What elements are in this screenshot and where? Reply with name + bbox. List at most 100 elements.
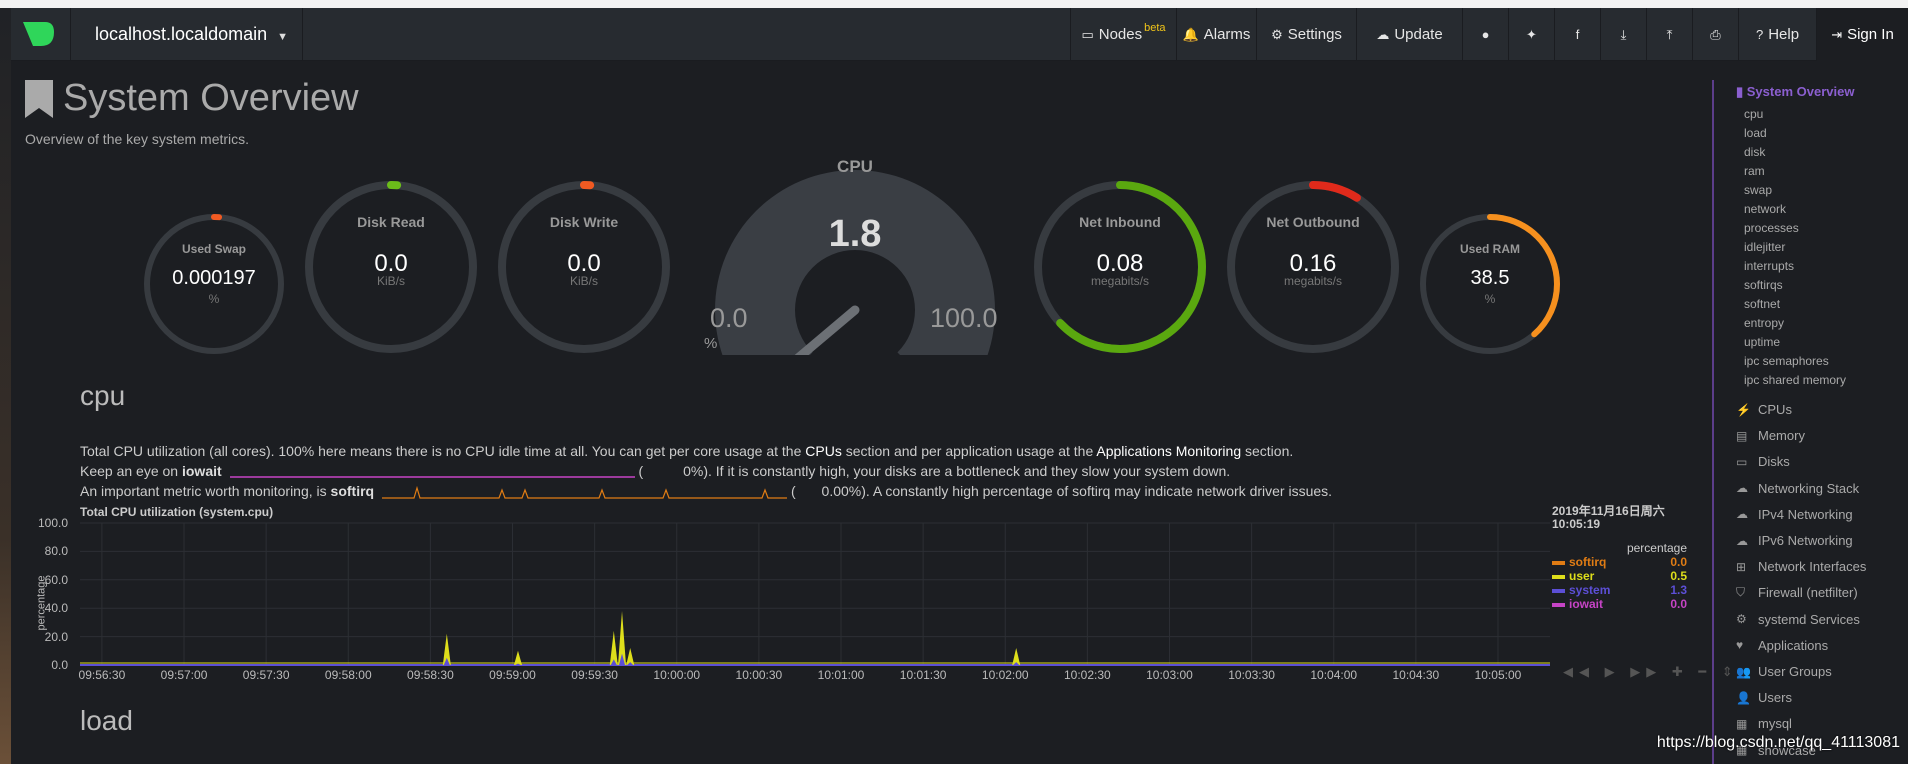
print-button[interactable]: ⎙ [1692,8,1738,61]
gauge-title: Disk Read [357,214,425,230]
netdata-logo-icon [23,22,54,46]
sidebar-item-ipv6-networking[interactable]: ☁ IPv6 Networking [1736,533,1853,548]
chart-controls[interactable]: ◀◀ ▶ ▶▶ ✚ ━ ⇕ [1563,664,1739,679]
cloud-icon: ☁ [1736,481,1748,496]
softirq-sparkline [381,486,787,499]
legend-series-value: 0.5 [1670,569,1687,583]
question-icon: ? [1755,27,1764,42]
used-ram-gauge[interactable]: Used RAM 38.5% [1417,211,1563,357]
nodes-button[interactable]: ▭ Nodes beta [1070,8,1176,61]
watermark: https://blog.csdn.net/qq_41113081 [1656,734,1900,751]
sidebar-item-disks[interactable]: ▭ Disks [1736,454,1790,469]
sidebar-sub-entropy[interactable]: entropy [1744,316,1785,330]
legend-row-iowait[interactable]: iowait 0.0 [1552,597,1687,611]
facebook-button[interactable]: f [1554,8,1600,61]
sidebar-sub-load[interactable]: load [1744,126,1767,140]
alarms-button[interactable]: 🔔 Alarms [1176,8,1256,61]
sidebar-item-memory[interactable]: ▤ Memory [1736,428,1805,443]
gauge-ring [144,214,284,354]
gauge-unit: KiB/s [569,274,598,288]
sidebar-sub-disk[interactable]: disk [1744,145,1766,159]
system-spike [610,659,617,665]
sidebar-item-mysql[interactable]: ▦ mysql [1736,716,1792,731]
cpu-chart[interactable]: Total CPU utilization (system.cpu) perce… [22,505,1697,682]
sidebar-sub-network[interactable]: network [1744,202,1787,216]
sidebar-item-network-interfaces[interactable]: ⊞ Network Interfaces [1736,559,1866,574]
sidebar-item-ipv4-networking[interactable]: ☁ IPv4 Networking [1736,507,1853,522]
sidebar-sub-processes[interactable]: processes [1744,221,1799,235]
sidebar-sub-uptime[interactable]: uptime [1744,335,1781,349]
sidebar-sub-ram[interactable]: ram [1744,164,1765,178]
netdata-logo[interactable] [11,8,71,61]
nav-label: Help [1768,26,1800,43]
sign-in-button[interactable]: ⇥ Sign In [1816,8,1908,61]
sidebar-item-showcase[interactable]: ▦ showcase [1736,743,1816,758]
sidebar-item-system-overview[interactable]: ▮ System Overview [1736,84,1855,99]
hdd-icon: ▭ [1736,454,1748,469]
applications-link[interactable]: Applications Monitoring [1096,443,1242,459]
help-button[interactable]: ? Help [1738,8,1816,61]
bell-icon: 🔔 [1182,26,1199,42]
cloud-icon: ☁ [1736,507,1748,522]
net-outbound-gauge[interactable]: Net Outbound 0.16 megabits/s [1223,177,1403,357]
cpu-gauge[interactable]: CPU 1.8 0.0 100.0 % [690,155,1020,355]
gauge-title: Disk Write [549,214,619,230]
legend-row-user[interactable]: user 0.5 [1552,569,1687,583]
gauge-title: Net Inbound [1079,214,1161,230]
cpu-gauge-max: 100.0 [930,303,998,333]
update-button[interactable]: ☁ Update [1356,8,1462,61]
sidebar-item-users[interactable]: 👤 Users [1736,690,1792,705]
x-tick-label: 10:00:00 [653,668,701,682]
host-selector[interactable]: localhost.localdomain ▼ [71,8,303,61]
x-tick-label: 10:02:30 [1064,668,1111,682]
sidebar-item-applications[interactable]: ♥ Applications [1736,638,1828,653]
gauge-value: 0.08 [1096,250,1144,277]
cpus-link[interactable]: CPUs [805,443,842,459]
sidebar-sub-swap[interactable]: swap [1744,183,1773,197]
sidebar-sub-cpu[interactable]: cpu [1744,107,1764,121]
desc-text: Total CPU utilization (all cores). 100% … [80,443,806,459]
github-button[interactable]: ● [1462,8,1508,61]
page-title: System Overview [25,77,359,120]
twitter-icon: ✦ [1526,26,1537,42]
y-tick-label: 60.0 [44,572,68,587]
user-spike [442,633,451,665]
sidebar-item-networking-stack[interactable]: ☁ Networking Stack [1736,481,1859,496]
desc-text: 0%). If it is constantly high, your disk… [683,463,1231,479]
system-spike [619,653,626,665]
x-tick-label: 09:59:00 [489,668,536,682]
sidebar-sub-ipc-shared-memory[interactable]: ipc shared memory [1744,373,1847,387]
disk-write-gauge[interactable]: Disk Write 0.0 KiB/s [494,177,674,357]
sidebar-item-firewall-netfilter-[interactable]: ⛉ Firewall (netfilter) [1736,585,1858,600]
sidebar-sub-idlejitter[interactable]: idlejitter [1744,240,1786,254]
sidebar-item-cpus[interactable]: ⚡ CPUs [1736,402,1792,417]
nav-label: Sign In [1847,26,1894,43]
sidebar-sub-softnet[interactable]: softnet [1744,297,1781,311]
sidebar-item-user-groups[interactable]: 👥 User Groups [1736,664,1832,679]
x-tick-label: 09:58:00 [324,668,372,682]
sidebar-sub-softirqs[interactable]: softirqs [1744,278,1783,292]
used-swap-gauge[interactable]: Used Swap 0.000197% [141,211,287,357]
sidebar-sub-interrupts[interactable]: interrupts [1744,259,1795,273]
iowait-label: iowait [181,463,222,479]
legend-row-system[interactable]: system 1.3 [1552,583,1687,597]
signin-icon: ⇥ [1831,26,1843,42]
desc-text: section and per application usage at the [841,443,1097,459]
facebook-icon: f [1575,27,1580,42]
net-inbound-gauge[interactable]: Net Inbound 0.08 megabits/s [1030,177,1210,357]
nav-label: Update [1394,26,1443,43]
sidebar-sub-ipc-semaphores[interactable]: ipc semaphores [1744,354,1829,368]
desc-text: section. [1241,443,1294,459]
legend-row-softirq[interactable]: softirq 0.0 [1552,555,1687,569]
upload-button[interactable]: ⤒ [1646,8,1692,61]
x-tick-label: 09:57:30 [242,668,290,682]
download-button[interactable]: ⤓ [1600,8,1646,61]
settings-button[interactable]: ⚙ Settings [1256,8,1356,61]
twitter-button[interactable]: ✦ [1508,8,1554,61]
gauge-title: Used RAM [1459,242,1520,256]
sidebar-item-systemd-services[interactable]: ⚙ systemd Services [1736,612,1860,627]
sidebar-item-label: systemd Services [1758,611,1860,627]
caret-down-icon: ▼ [277,31,288,43]
disk-read-gauge[interactable]: Disk Read 0.0 KiB/s [301,177,481,357]
sidebar-item-label: IPv4 Networking [1758,506,1853,522]
